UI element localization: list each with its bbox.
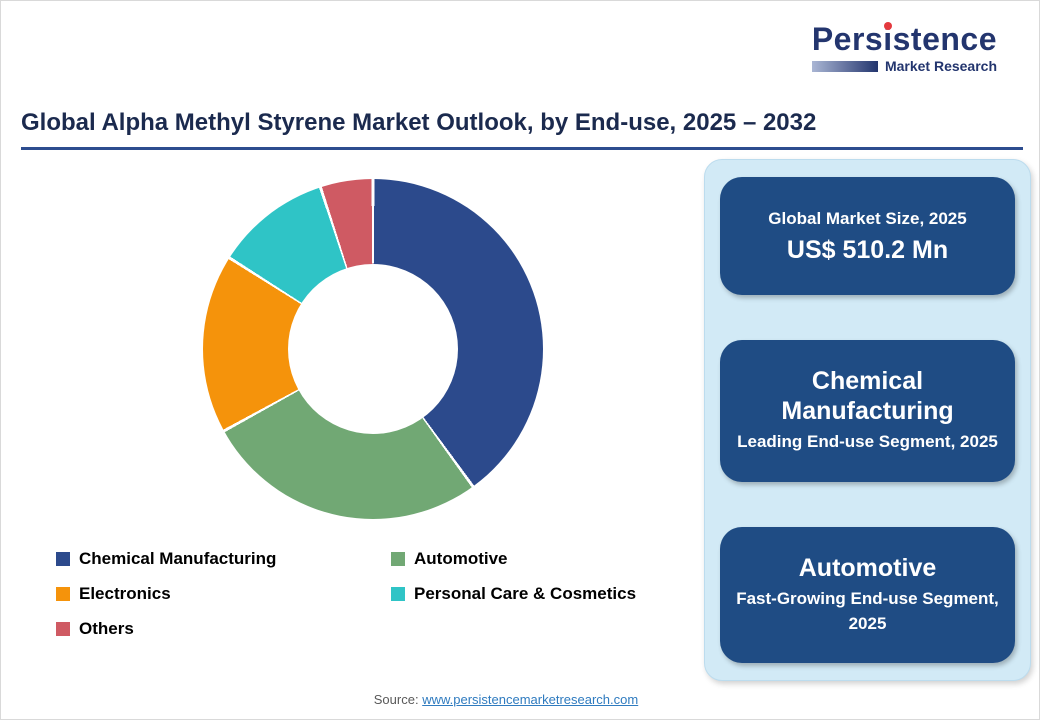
- legend-label-others: Others: [79, 619, 134, 638]
- logo-subtitle: Market Research: [884, 58, 997, 74]
- donut-chart: [203, 179, 543, 519]
- legend-swatch-electronics: [56, 587, 70, 601]
- source-line: Source: www.persistencemarketresearch.co…: [1, 692, 1011, 707]
- title-divider: [21, 147, 1023, 150]
- chart-legend: Chemical Manufacturing Automotive Electr…: [56, 549, 706, 639]
- legend-swatch-automotive: [391, 552, 405, 566]
- legend-label-chemical-manufacturing: Chemical Manufacturing: [79, 549, 277, 568]
- logo-wordmark: Persistence: [812, 23, 997, 55]
- leading-segment-card: Chemical Manufacturing Leading End-use S…: [720, 340, 1015, 482]
- logo-subtitle-row: Market Research: [811, 58, 997, 74]
- legend-item-chemical-manufacturing: Chemical Manufacturing: [56, 549, 391, 569]
- legend-item-others: Others: [56, 619, 391, 639]
- leading-segment-name: Chemical Manufacturing: [781, 367, 954, 425]
- fast-growing-segment-card: Automotive Fast-Growing End-use Segment,…: [720, 527, 1015, 663]
- pmr-logo: Persistence Market Research: [811, 23, 997, 74]
- fast-growing-segment-label: Fast-Growing End-use Segment, 2025: [736, 589, 999, 633]
- source-label: Source:: [373, 692, 423, 707]
- logo-text-part1: Pers: [811, 21, 884, 57]
- leading-segment-label: Leading End-use Segment, 2025: [737, 432, 998, 452]
- logo-text-part2: stence: [892, 21, 997, 57]
- logo-gradient-bar: [811, 60, 878, 72]
- source-link[interactable]: www.persistencemarketresearch.com: [422, 692, 639, 707]
- market-size-label: Global Market Size, 2025: [768, 208, 967, 228]
- legend-swatch-chemical-manufacturing: [56, 552, 70, 566]
- market-size-value: US$ 510.2 Mn: [786, 235, 949, 264]
- legend-label-personal-care: Personal Care & Cosmetics: [414, 584, 637, 603]
- logo-red-dot-i: i: [883, 21, 893, 57]
- page-title: Global Alpha Methyl Styrene Market Outlo…: [21, 109, 817, 136]
- legend-swatch-others: [56, 622, 70, 636]
- legend-item-personal-care: Personal Care & Cosmetics: [391, 584, 706, 604]
- legend-item-automotive: Automotive: [391, 549, 706, 569]
- legend-item-electronics: Electronics: [56, 584, 391, 604]
- legend-swatch-personal-care: [391, 587, 405, 601]
- donut-hole: [288, 264, 458, 434]
- legend-label-electronics: Electronics: [79, 584, 171, 603]
- legend-label-automotive: Automotive: [414, 549, 508, 568]
- market-size-card: Global Market Size, 2025 US$ 510.2 Mn: [720, 177, 1015, 295]
- highlights-panel: Global Market Size, 2025 US$ 510.2 Mn Ch…: [704, 159, 1031, 681]
- fast-growing-segment-name: Automotive: [798, 553, 937, 582]
